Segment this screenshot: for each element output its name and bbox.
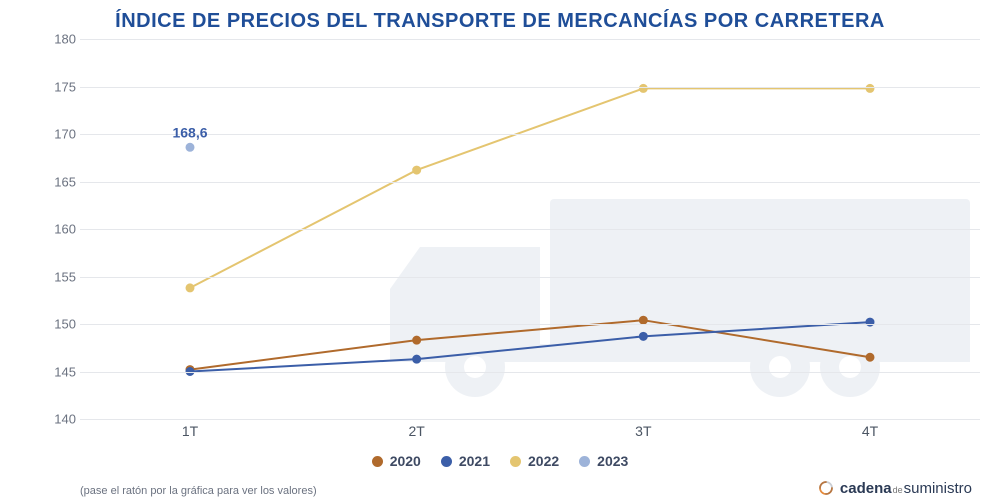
brand-word-de: de	[893, 485, 903, 495]
y-axis-label: 165	[54, 174, 76, 189]
y-axis-label: 180	[54, 32, 76, 47]
chart-area: 1401451501551601651701751801T2T3T4T168,6	[20, 39, 980, 419]
y-axis-label: 170	[54, 127, 76, 142]
legend-item[interactable]: 2020	[372, 453, 421, 469]
x-axis-label: 2T	[408, 423, 424, 439]
series-line	[190, 88, 870, 288]
legend-item[interactable]: 2021	[441, 453, 490, 469]
x-axis-label: 1T	[182, 423, 198, 439]
legend-item[interactable]: 2023	[579, 453, 628, 469]
gridline	[80, 324, 980, 325]
x-axis-label: 4T	[862, 423, 878, 439]
series-marker[interactable]	[413, 166, 421, 174]
gridline	[80, 419, 980, 420]
series-marker[interactable]	[186, 284, 194, 292]
brand-word-2: suministro	[904, 480, 972, 497]
series-marker[interactable]	[639, 316, 647, 324]
legend-label: 2022	[528, 453, 559, 469]
y-axis-label: 145	[54, 364, 76, 379]
y-axis-label: 140	[54, 412, 76, 427]
series-marker[interactable]	[413, 336, 421, 344]
brand-logo: cadenadesuministro	[818, 480, 972, 497]
legend-dot-icon	[441, 456, 452, 467]
x-axis-label: 3T	[635, 423, 651, 439]
legend-label: 2023	[597, 453, 628, 469]
series-marker[interactable]	[866, 353, 874, 361]
brand-word-1: cadena	[840, 480, 892, 497]
y-axis-label: 175	[54, 79, 76, 94]
gridline	[80, 134, 980, 135]
legend-item[interactable]: 2022	[510, 453, 559, 469]
legend-dot-icon	[372, 456, 383, 467]
gridline	[80, 277, 980, 278]
brand-icon	[818, 480, 834, 496]
footer-note: (pase el ratón por la gráfica para ver l…	[80, 485, 317, 497]
gridline	[80, 87, 980, 88]
legend-dot-icon	[510, 456, 521, 467]
legend-label: 2021	[459, 453, 490, 469]
y-axis-label: 155	[54, 269, 76, 284]
legend-dot-icon	[579, 456, 590, 467]
gridline	[80, 372, 980, 373]
series-marker[interactable]	[186, 143, 194, 151]
y-axis-label: 160	[54, 222, 76, 237]
series-marker[interactable]	[639, 332, 647, 340]
legend: 2020 2021 2022 2023	[0, 453, 1000, 470]
gridline	[80, 229, 980, 230]
gridline	[80, 182, 980, 183]
data-point-label: 168,6	[172, 125, 207, 141]
y-axis-label: 150	[54, 317, 76, 332]
legend-label: 2020	[390, 453, 421, 469]
gridline	[80, 39, 980, 40]
series-marker[interactable]	[413, 355, 421, 363]
chart-title: ÍNDICE DE PRECIOS DEL TRANSPORTE DE MERC…	[0, 0, 1000, 33]
